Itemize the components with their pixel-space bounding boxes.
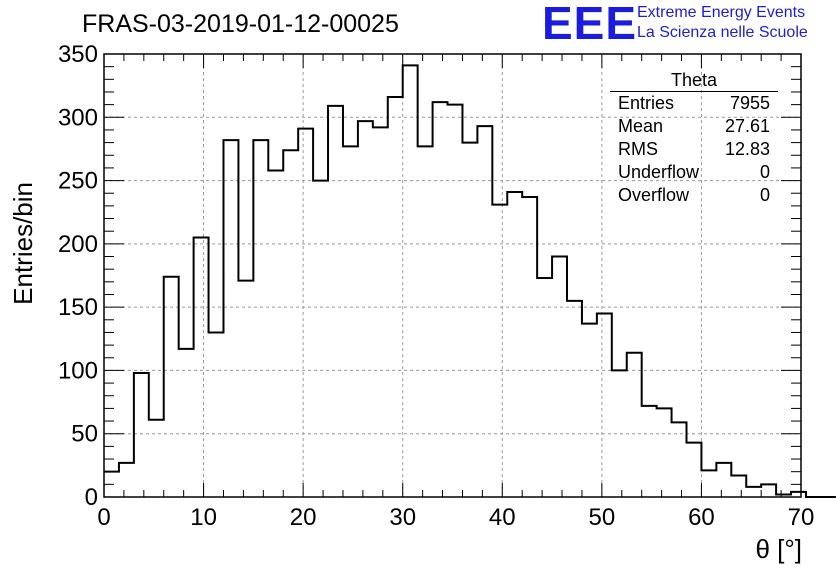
logo-line-1: Extreme Energy Events xyxy=(637,4,806,21)
x-axis-label: θ [°] xyxy=(755,534,802,564)
chart-title: FRAS-03-2019-01-12-00025 xyxy=(82,10,399,38)
stats-row-overflow: Overflow 0 xyxy=(610,184,778,207)
stats-row-rms: RMS 12.83 xyxy=(610,138,778,161)
stats-value: 12.83 xyxy=(724,139,770,159)
x-tick-label: 30 xyxy=(389,504,416,531)
stats-box: Theta Entries 7955 Mean 27.61 RMS 12.83 … xyxy=(610,70,778,207)
y-tick-label: 150 xyxy=(58,294,98,321)
x-tick-label: 40 xyxy=(489,504,516,531)
y-tick-label: 200 xyxy=(58,231,98,258)
stats-label: Underflow xyxy=(618,162,700,182)
stats-value: 0 xyxy=(759,185,770,205)
stats-label: RMS xyxy=(618,139,658,159)
tick-labels: 0 10 20 30 40 50 60 70 0 50 100 150 200 250 300 350 xyxy=(58,41,814,531)
histogram-step-line xyxy=(104,64,836,498)
logo-line-2: La Scienza nelle Scuole xyxy=(637,24,808,41)
stats-label: Entries xyxy=(618,93,675,113)
y-tick-label: 350 xyxy=(58,41,98,68)
y-tick-label: 250 xyxy=(58,168,98,195)
stats-label: Mean xyxy=(618,116,664,136)
y-tick-label: 50 xyxy=(71,421,98,448)
y-tick-label: 0 xyxy=(85,484,98,511)
x-tick-label: 70 xyxy=(788,504,815,531)
stats-value: 7955 xyxy=(729,93,770,113)
y-axis-label: Entries/bin xyxy=(8,182,38,305)
y-tick-label: 300 xyxy=(58,104,98,131)
stats-title: Theta xyxy=(610,70,778,92)
axis-ticks xyxy=(103,53,802,498)
x-tick-label: 10 xyxy=(190,504,217,531)
x-tick-label: 20 xyxy=(290,504,317,531)
y-tick-label: 100 xyxy=(58,357,98,384)
stats-row-mean: Mean 27.61 xyxy=(610,115,778,138)
x-tick-label: 50 xyxy=(589,504,616,531)
stats-value: 27.61 xyxy=(724,116,770,136)
x-tick-label: 60 xyxy=(688,504,715,531)
stats-value: 0 xyxy=(759,162,770,182)
eee-logo-mark: EEE xyxy=(542,0,638,49)
x-tick-label: 0 xyxy=(97,504,110,531)
plot-frame xyxy=(103,53,802,498)
stats-row-underflow: Underflow 0 xyxy=(610,161,778,184)
stats-row-entries: Entries 7955 xyxy=(610,92,778,115)
eee-logo-text: Extreme Energy Events La Scienza nelle S… xyxy=(637,3,808,43)
grid-lines xyxy=(104,54,801,497)
stats-label: Overflow xyxy=(618,185,690,205)
